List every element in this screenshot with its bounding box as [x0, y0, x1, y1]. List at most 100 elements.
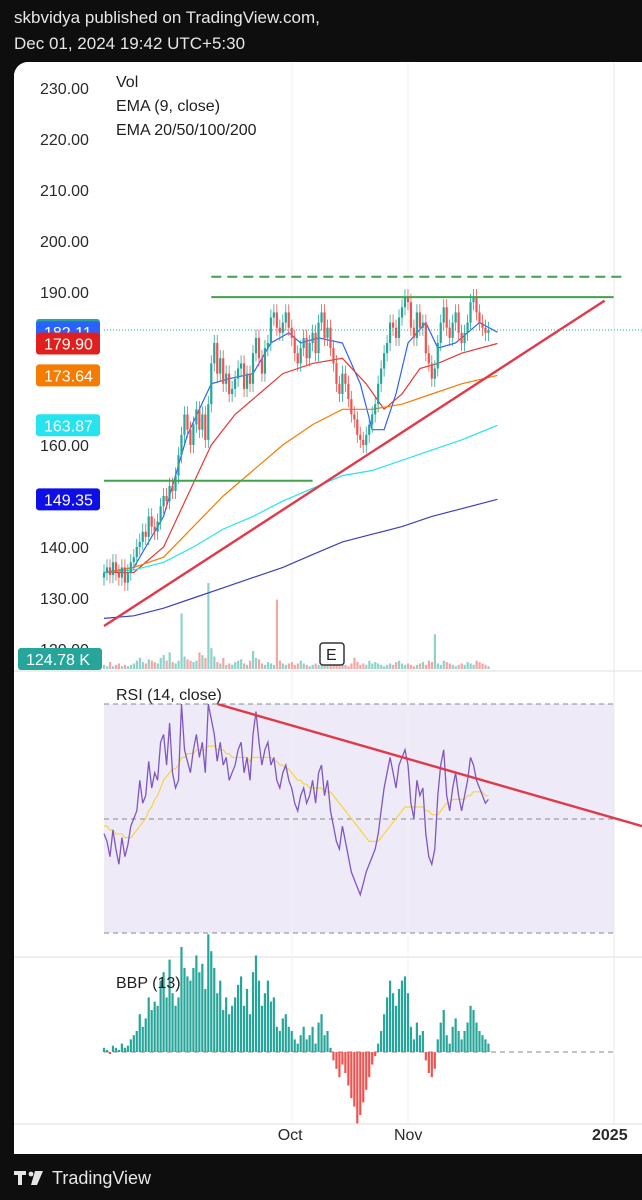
- candle-body: [394, 327, 398, 338]
- chart-card[interactable]: 230.00 220.00 210.00 200.00 190.00 160.00 140.…: [14, 62, 642, 1154]
- volume-bar: [269, 663, 273, 669]
- candle-body: [335, 363, 338, 384]
- candle-body: [278, 327, 281, 333]
- bbp-bar: [424, 1052, 427, 1061]
- volume-bar: [326, 663, 329, 669]
- volume-bar: [412, 666, 416, 669]
- candle-body: [177, 455, 180, 476]
- bbp-bar: [329, 1047, 332, 1052]
- candle-body: [383, 353, 386, 369]
- candle-body: [386, 343, 389, 354]
- bbp-bar: [374, 1052, 377, 1057]
- volume-bar: [314, 663, 317, 669]
- bbp-bar: [153, 1001, 156, 1052]
- volume-bar: [481, 663, 484, 669]
- candle-body: [320, 312, 323, 323]
- bbp-bar: [126, 1045, 129, 1052]
- candle-body: [254, 337, 258, 354]
- volume-bar: [427, 660, 431, 669]
- volume-bar: [365, 664, 368, 669]
- bbp-bar: [186, 976, 189, 1052]
- bbp-bar: [147, 997, 150, 1052]
- candle-body: [201, 414, 204, 430]
- volume-bar: [204, 657, 207, 669]
- volume-bar: [475, 660, 478, 669]
- ema-line-50: [103, 374, 498, 574]
- volume-bar: [353, 657, 356, 669]
- volume-bar: [386, 664, 389, 669]
- candle-body: [403, 297, 407, 308]
- candle-body: [296, 353, 299, 364]
- candle-body: [198, 409, 201, 430]
- candle-body: [189, 429, 192, 445]
- volume-bar: [225, 664, 228, 669]
- candle-body: [195, 409, 198, 425]
- volume-bar: [392, 664, 395, 669]
- volume-bar: [207, 583, 210, 669]
- candle-body: [156, 521, 159, 532]
- ema-value-badge: [36, 364, 100, 387]
- candle-body: [469, 302, 472, 323]
- bbp-bar: [466, 1022, 469, 1052]
- volume-bar: [362, 663, 365, 669]
- bbp-bar: [234, 997, 237, 1052]
- volume-bar: [153, 662, 156, 669]
- volume-bar: [284, 664, 287, 669]
- volume-bar: [177, 660, 180, 669]
- volume-bar: [240, 659, 243, 669]
- tradingview-logo-icon: [14, 1170, 44, 1186]
- candle-body: [225, 373, 228, 384]
- bbp-bar: [454, 1018, 457, 1052]
- bbp-bar: [150, 1010, 153, 1052]
- candle-body: [231, 388, 234, 394]
- volume-bar: [174, 663, 177, 669]
- bbp-bar: [362, 1052, 365, 1103]
- bbp-bar: [394, 1005, 398, 1052]
- volume-bar: [266, 662, 270, 669]
- bbp-bar: [237, 984, 240, 1052]
- candle-body: [245, 373, 249, 389]
- volume-bar: [228, 663, 231, 669]
- volume-bar: [329, 664, 332, 669]
- bbp-bar: [445, 1035, 448, 1052]
- bbp-bar: [189, 980, 192, 1052]
- bbp-bar: [403, 976, 407, 1052]
- bbp-bar: [117, 1049, 120, 1052]
- bbp-bar: [383, 1014, 386, 1052]
- bbp-bar: [213, 968, 216, 1052]
- bbp-bar: [138, 1014, 141, 1052]
- candle-body: [204, 414, 207, 440]
- candle-body: [222, 358, 225, 384]
- candle-body: [338, 383, 341, 394]
- candle-body: [406, 297, 410, 303]
- bbp-bar: [353, 1052, 356, 1107]
- bbp-bar: [418, 1035, 421, 1052]
- candle-body: [427, 353, 430, 364]
- volume-bar: [484, 664, 487, 669]
- bbp-bar: [248, 1014, 252, 1052]
- bbp-bar: [290, 1031, 293, 1052]
- bbp-bar: [344, 1052, 347, 1073]
- ema-value-badge: [36, 488, 100, 511]
- chart-svg[interactable]: 230.00 220.00 210.00 200.00 190.00 160.00 140.…: [14, 62, 642, 1154]
- bbp-bar: [239, 976, 243, 1052]
- candle-body: [326, 327, 329, 338]
- candle-body: [359, 434, 362, 440]
- bbp-bar: [245, 989, 249, 1052]
- candle-body: [290, 327, 293, 338]
- bbp-bar: [380, 1031, 383, 1052]
- volume-bar: [457, 664, 460, 669]
- volume-bar: [290, 662, 293, 669]
- volume-bar: [317, 664, 320, 669]
- bbp-bar: [171, 993, 174, 1052]
- publish-date: Dec 01, 2024 19:42 UTC+5:30: [14, 34, 246, 53]
- bbp-bar: [314, 1043, 317, 1052]
- candle-body: [460, 332, 463, 343]
- bbp-bar: [332, 1052, 335, 1061]
- candle-body: [207, 404, 210, 440]
- bbp-bar: [111, 1045, 115, 1052]
- volume-bar: [183, 656, 186, 669]
- volume-bar: [344, 664, 347, 669]
- candle-body: [180, 434, 183, 456]
